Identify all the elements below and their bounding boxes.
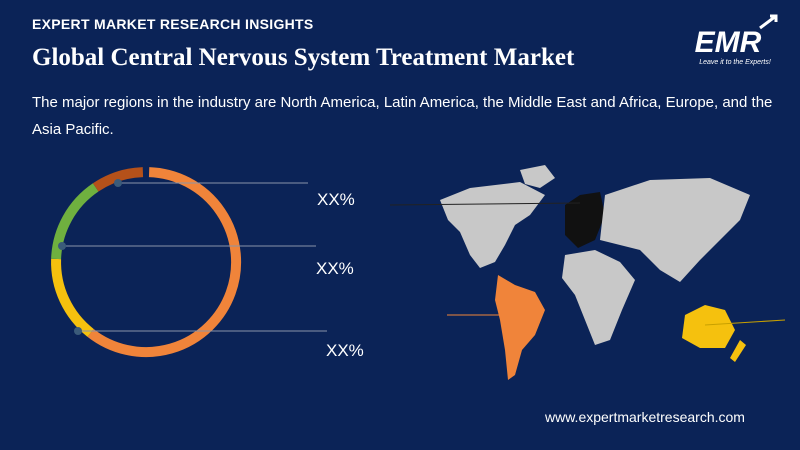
- donut-label: XX%: [326, 341, 364, 360]
- logo-arrow: [759, 14, 778, 30]
- donut-segment: [51, 258, 94, 337]
- kicker: EXPERT MARKET RESEARCH INSIGHTS: [32, 16, 314, 32]
- leader-dot: [58, 242, 66, 250]
- leader-dot: [74, 327, 82, 335]
- north-america: [440, 182, 545, 268]
- subtitle: The major regions in the industry are No…: [32, 94, 773, 138]
- map-leader: [704, 319, 786, 326]
- donut-segment: [87, 167, 242, 357]
- europe: [565, 192, 605, 248]
- logo-tagline: Leave it to the Experts!: [699, 59, 771, 66]
- logo-text: EMR: [695, 26, 762, 59]
- donut: [51, 167, 242, 357]
- leader-dots: [58, 179, 122, 335]
- donut-segment: [92, 167, 144, 192]
- new-zealand: [730, 340, 746, 362]
- map-leader: [389, 202, 581, 206]
- logo: EMR Leave it to the Experts!: [695, 14, 778, 66]
- africa: [562, 250, 635, 345]
- leader-dot: [114, 179, 122, 187]
- greenland: [520, 165, 555, 188]
- donut-label: XX%: [317, 190, 355, 209]
- title: Global Central Nervous System Treatment …: [32, 44, 575, 71]
- world-map: [440, 165, 750, 380]
- leader-lines: [62, 182, 327, 332]
- australia: [682, 305, 735, 348]
- donut-segment: [51, 183, 99, 260]
- map-leaders: [389, 202, 786, 326]
- donut-label: XX%: [316, 259, 354, 278]
- latin-america: [495, 275, 545, 380]
- asia: [600, 178, 750, 282]
- website: www.expertmarketresearch.com: [545, 409, 745, 425]
